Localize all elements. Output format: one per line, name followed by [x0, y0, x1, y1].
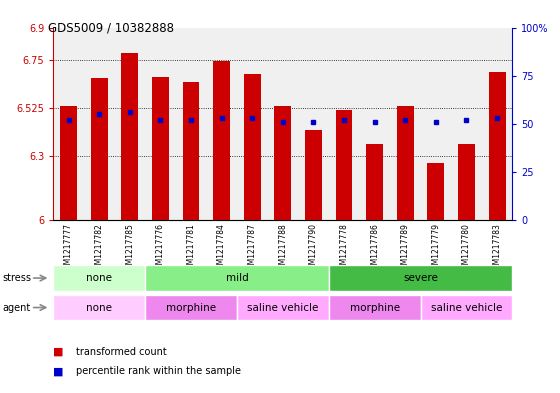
Text: percentile rank within the sample: percentile rank within the sample — [76, 366, 241, 376]
Bar — [489, 72, 506, 220]
Bar — [122, 53, 138, 220]
Text: none: none — [86, 273, 112, 283]
Bar — [60, 106, 77, 220]
Text: morphine: morphine — [166, 303, 216, 312]
Bar — [91, 78, 108, 220]
Text: none: none — [86, 303, 112, 312]
Bar — [145, 265, 329, 291]
Bar — [244, 73, 260, 220]
Bar — [421, 295, 512, 320]
Text: saline vehicle: saline vehicle — [431, 303, 502, 312]
Bar — [213, 61, 230, 220]
Text: stress: stress — [3, 273, 32, 283]
Bar — [152, 77, 169, 220]
Text: mild: mild — [226, 273, 248, 283]
Bar — [145, 295, 237, 320]
Text: GDS5009 / 10382888: GDS5009 / 10382888 — [48, 22, 174, 35]
Bar — [427, 163, 444, 220]
Text: ■: ■ — [53, 366, 64, 376]
Bar — [305, 130, 322, 220]
Bar — [335, 110, 352, 220]
Bar — [397, 106, 414, 220]
Bar — [329, 295, 421, 320]
Bar — [366, 144, 383, 220]
Bar — [237, 295, 329, 320]
Bar — [53, 295, 145, 320]
Text: ■: ■ — [53, 347, 64, 357]
Bar — [183, 82, 199, 220]
Text: transformed count: transformed count — [76, 347, 166, 357]
Bar — [274, 106, 291, 220]
Text: saline vehicle: saline vehicle — [247, 303, 319, 312]
Text: morphine: morphine — [349, 303, 400, 312]
Bar — [329, 265, 512, 291]
Bar — [458, 144, 475, 220]
Text: agent: agent — [3, 303, 31, 312]
Text: severe: severe — [403, 273, 438, 283]
Bar — [53, 265, 145, 291]
